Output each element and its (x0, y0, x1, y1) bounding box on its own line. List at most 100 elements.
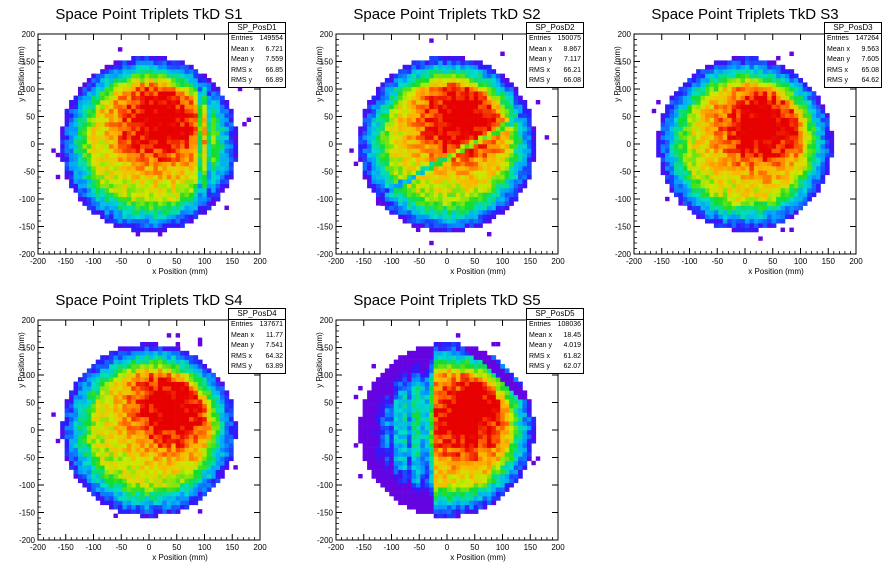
heatmap-cell (86, 192, 92, 198)
heatmap-cell (811, 126, 817, 132)
heatmap-cell (429, 223, 434, 228)
heatmap-cell (215, 188, 221, 193)
heatmap-cell (135, 500, 141, 506)
heatmap-cell (180, 86, 185, 92)
heatmap-cell (193, 170, 199, 176)
heatmap-cell (464, 148, 470, 154)
heatmap-cell (727, 183, 732, 189)
heatmap-cell (171, 122, 176, 127)
heatmap-cell (696, 130, 701, 136)
heatmap-cell (117, 496, 123, 501)
heatmap-cell (193, 192, 199, 198)
heatmap-cell (736, 183, 741, 189)
heatmap-cell (149, 192, 154, 198)
heatmap-cell (762, 86, 768, 92)
heatmap-cell (224, 205, 229, 210)
heatmap-cell (753, 91, 759, 96)
stats-box: SP_PosD2 Entries 150075 Mean x 8.867 Mean y 7.… (526, 22, 584, 88)
heatmap-cell (495, 91, 501, 96)
heatmap-cell (104, 474, 110, 479)
heatmap-cell (451, 188, 457, 193)
heatmap-cell (117, 192, 123, 198)
heatmap-cell (771, 170, 777, 176)
heatmap-cell (678, 100, 684, 105)
heatmap-cell (202, 205, 208, 211)
heatmap-cell (491, 188, 497, 193)
heatmap-cell (113, 465, 119, 470)
heatmap-cell (407, 192, 412, 198)
heatmap-cell (495, 117, 501, 123)
heatmap-cell (215, 91, 221, 96)
heatmap-cell (740, 205, 746, 211)
heatmap-cell (807, 95, 812, 101)
heatmap-cell (407, 104, 412, 110)
heatmap-cell (429, 144, 434, 149)
heatmap-cell (460, 148, 466, 154)
heatmap-cell (184, 126, 190, 132)
heatmap-cell (660, 122, 666, 127)
heatmap-cell (513, 144, 519, 149)
heatmap-cell (678, 95, 684, 101)
heatmap-cell (95, 474, 101, 479)
heatmap-cell (433, 100, 439, 105)
heatmap-cell (415, 196, 421, 202)
heatmap-cell (175, 196, 181, 202)
heatmap-cell (740, 218, 746, 224)
heatmap-cell (95, 390, 101, 396)
heatmap-cell (109, 399, 114, 404)
heatmap-cell (197, 91, 203, 96)
heatmap-cell (144, 513, 150, 519)
heatmap-cell (495, 188, 501, 193)
heatmap-cell (126, 359, 132, 365)
heatmap-cell (362, 117, 368, 123)
heatmap-cell (202, 139, 208, 145)
heatmap-cell (673, 152, 679, 158)
heatmap-cell (69, 390, 74, 396)
heatmap-cell (153, 201, 159, 206)
heatmap-cell (455, 188, 461, 193)
heatmap-cell (109, 394, 114, 400)
heatmap-cell (464, 117, 470, 123)
heatmap-cell (793, 210, 799, 215)
heatmap-cell (464, 170, 470, 176)
heatmap-cell (77, 108, 83, 114)
heatmap-cell (491, 183, 497, 189)
heatmap-cell (687, 161, 693, 167)
heatmap-cell (411, 179, 417, 184)
heatmap-cell (153, 460, 159, 466)
heatmap-cell (660, 148, 666, 154)
heatmap-cell (802, 135, 808, 140)
heatmap-cell (175, 152, 181, 158)
heatmap-cell (149, 460, 154, 466)
heatmap-cell (696, 201, 701, 206)
heatmap-cell (424, 91, 430, 96)
heatmap-cell (104, 100, 110, 105)
heatmap-cell (767, 139, 772, 145)
heatmap-cell (140, 452, 145, 457)
heatmap-cell (104, 438, 110, 444)
heatmap-cell (433, 82, 439, 88)
heatmap-cell (478, 166, 483, 171)
heatmap-cell (473, 201, 479, 206)
heatmap-cell (131, 412, 136, 418)
heatmap-cell (144, 403, 150, 409)
heatmap-cell (691, 73, 697, 79)
heatmap-cell (691, 170, 697, 176)
heatmap-cell (678, 126, 684, 132)
heatmap-cell (69, 157, 74, 162)
heatmap-cell (166, 201, 172, 206)
heatmap-cell (798, 201, 804, 206)
heatmap-cell (811, 188, 817, 193)
heatmap-cell (789, 86, 795, 92)
heatmap-cell (135, 183, 141, 189)
heatmap-cell (171, 135, 176, 140)
heatmap-cell (184, 174, 190, 180)
heatmap-cell (380, 166, 386, 171)
heatmap-cell (745, 179, 750, 184)
heatmap-cell (131, 73, 136, 79)
heatmap-cell (420, 122, 426, 127)
heatmap-cell (762, 113, 768, 118)
heatmap-cell (100, 192, 105, 198)
heatmap-cell (682, 130, 688, 136)
heatmap-cell (767, 201, 772, 206)
